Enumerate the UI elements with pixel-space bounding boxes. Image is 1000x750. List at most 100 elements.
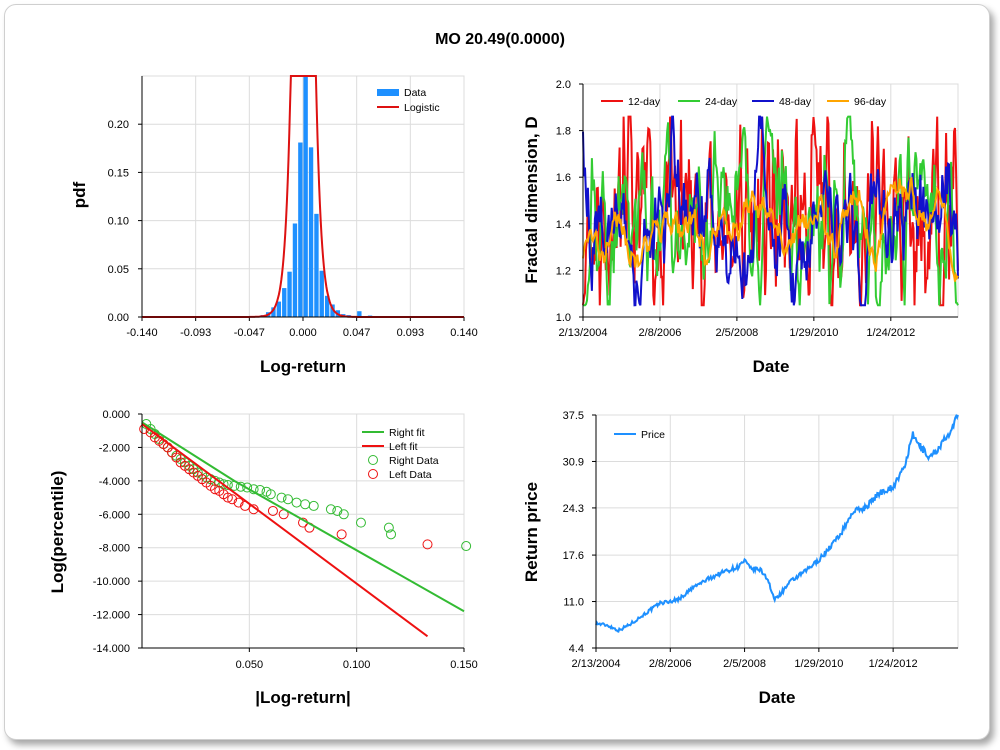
histogram-bar bbox=[276, 301, 282, 317]
legend-label-right-data: Right Data bbox=[389, 455, 439, 467]
series-96-day-line bbox=[582, 176, 959, 282]
histogram-bar bbox=[324, 295, 330, 317]
y-tick-label: -12.000 bbox=[93, 610, 130, 622]
right-data-point bbox=[383, 522, 394, 533]
x-tick-label: 1/24/2012 bbox=[869, 658, 918, 670]
y-tick-label: -6.000 bbox=[99, 509, 130, 521]
x-tick-label: 2/8/2006 bbox=[639, 327, 682, 339]
y-tick-label: 17.6 bbox=[563, 550, 584, 562]
x-tick-label: -0.093 bbox=[180, 327, 211, 339]
left-data-point bbox=[222, 492, 233, 503]
right-data-point bbox=[308, 500, 319, 511]
pdf-y-label: pdf bbox=[70, 181, 89, 208]
x-tick-label: 0.000 bbox=[289, 327, 317, 339]
legend-label-right-fit: Right fit bbox=[389, 427, 425, 439]
legend-label-data: Data bbox=[404, 87, 426, 99]
histogram-bar bbox=[271, 307, 276, 317]
tail-y-label: Log(percentile) bbox=[48, 471, 67, 594]
right-data-point bbox=[325, 504, 336, 515]
histogram-bar bbox=[282, 288, 287, 317]
series-24-day-line bbox=[583, 115, 959, 307]
fractal-y-label: Fractal dimension, D bbox=[522, 116, 541, 283]
x-tick-label: 0.093 bbox=[397, 327, 425, 339]
left-data-point bbox=[422, 539, 433, 550]
price-line bbox=[595, 413, 959, 633]
y-tick-label: 1.2 bbox=[556, 265, 571, 277]
y-tick-label: 0.00 bbox=[108, 312, 129, 324]
left-data-point bbox=[336, 529, 347, 540]
x-tick-label: 1/29/2010 bbox=[789, 327, 838, 339]
y-tick-label: -8.000 bbox=[99, 543, 130, 555]
x-tick-label: 2/8/2006 bbox=[649, 658, 692, 670]
y-tick-label: -4.000 bbox=[99, 476, 130, 488]
x-tick-label: -0.140 bbox=[126, 327, 157, 339]
tail-panel: 0.050 0.100 0.150 0.000 -2.000 -4.000 -6.000 -8… bbox=[93, 409, 478, 671]
y-tick-label: 0.10 bbox=[108, 216, 129, 228]
price-panel: 2/13/2004 2/8/2006 2/5/2008 1/29/2010 1/24/2… bbox=[563, 410, 959, 670]
y-tick-label: 37.5 bbox=[563, 410, 584, 422]
tail-x-label: |Log-return| bbox=[255, 688, 350, 707]
histogram-bar bbox=[287, 271, 292, 317]
y-tick-label: 24.3 bbox=[563, 503, 584, 515]
x-tick-label: 0.100 bbox=[343, 659, 371, 671]
left-fit-line bbox=[141, 423, 429, 638]
right-data-point bbox=[265, 489, 276, 500]
y-tick-label: 0.000 bbox=[102, 409, 130, 421]
right-data-point bbox=[332, 505, 343, 516]
legend-label-left-fit: Left fit bbox=[389, 441, 418, 453]
x-tick-label: 1/29/2010 bbox=[794, 658, 843, 670]
x-tick-label: 0.150 bbox=[450, 659, 478, 671]
series-48-day-line bbox=[582, 115, 959, 307]
right-data-point bbox=[386, 529, 397, 540]
x-tick-label: -0.047 bbox=[234, 327, 265, 339]
right-data-point bbox=[242, 482, 253, 493]
histogram-bar bbox=[319, 270, 324, 317]
y-tick-label: 4.4 bbox=[569, 643, 584, 655]
histogram-bar bbox=[330, 304, 335, 317]
x-tick-label: 2/5/2008 bbox=[715, 327, 758, 339]
right-data-point bbox=[461, 541, 472, 552]
histogram-bar bbox=[357, 311, 362, 317]
y-tick-label: -10.000 bbox=[93, 576, 130, 588]
chart-title: MO 20.49(0.0000) bbox=[435, 31, 565, 48]
x-tick-label: 0.047 bbox=[343, 327, 371, 339]
y-tick-label: 0.15 bbox=[108, 167, 129, 179]
histogram-bar bbox=[308, 147, 314, 317]
legend-label-12-day: 12-day bbox=[628, 96, 661, 108]
right-data-point bbox=[338, 509, 349, 520]
legend-label-logistic: Logistic bbox=[404, 102, 440, 114]
y-tick-label: 1.4 bbox=[556, 219, 571, 231]
legend-swatch-data bbox=[377, 89, 399, 96]
y-tick-label: 1.6 bbox=[556, 172, 571, 184]
x-tick-label: 0.140 bbox=[450, 327, 478, 339]
histogram-bar bbox=[298, 142, 303, 317]
y-tick-label: 1.8 bbox=[556, 126, 571, 138]
x-tick-label: 2/13/2004 bbox=[572, 658, 621, 670]
series-12-day-line bbox=[582, 115, 959, 307]
pdf-x-label: Log-return bbox=[260, 357, 346, 376]
x-tick-label: 2/5/2008 bbox=[723, 658, 766, 670]
legend-label-left-data: Left Data bbox=[389, 469, 432, 481]
legend-swatch-right-data bbox=[368, 455, 378, 465]
y-tick-label: 11.0 bbox=[563, 597, 584, 609]
plot-area bbox=[595, 414, 959, 649]
left-data-point bbox=[267, 505, 278, 516]
x-tick-label: 1/24/2012 bbox=[866, 327, 915, 339]
legend-label-24-day: 24-day bbox=[705, 96, 738, 108]
legend-label-48-day: 48-day bbox=[779, 96, 812, 108]
legend-label-price: Price bbox=[641, 429, 665, 441]
fractal-x-label: Date bbox=[753, 357, 790, 376]
histogram-bar bbox=[314, 213, 319, 317]
price-y-label: Return price bbox=[522, 482, 541, 582]
plot-area bbox=[141, 413, 465, 649]
histogram-bar bbox=[292, 223, 298, 317]
legend-swatch-left-data bbox=[368, 469, 378, 479]
pdf-panel: -0.140 -0.093 -0.047 0.000 0.047 0.093 0.140 0.… bbox=[108, 75, 478, 339]
right-data-point bbox=[276, 492, 287, 503]
right-data-point bbox=[282, 494, 293, 505]
price-x-label: Date bbox=[759, 688, 796, 707]
y-tick-label: 1.0 bbox=[556, 312, 571, 324]
y-tick-label: -2.000 bbox=[99, 442, 130, 454]
left-data-point bbox=[227, 494, 238, 505]
